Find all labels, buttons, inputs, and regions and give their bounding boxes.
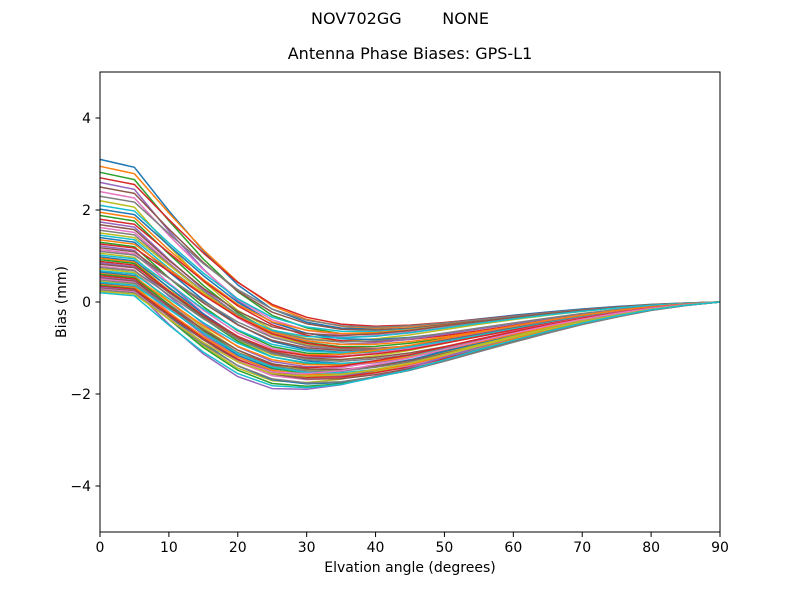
x-tick-label: 70 [573, 540, 591, 556]
series-line [99, 292, 721, 389]
x-tick-label: 80 [642, 540, 660, 556]
x-tick-label: 10 [160, 540, 178, 556]
x-tick-label: 0 [96, 540, 105, 556]
y-tick-label: −2 [70, 387, 91, 403]
x-axis-label: Elvation angle (degrees) [324, 560, 496, 576]
series-group [99, 158, 721, 391]
y-tick-label: −4 [70, 479, 91, 495]
x-tick-label: 30 [298, 540, 316, 556]
figure-suptitle: NOV702GG NONE [311, 9, 489, 28]
x-tick-label: 40 [367, 540, 385, 556]
y-axis-label: Bias (mm) [54, 265, 70, 339]
x-tick-label: 20 [229, 540, 247, 556]
y-axis: −4 −2 0 2 4 [70, 111, 100, 495]
y-tick-label: 2 [82, 203, 91, 219]
x-axis: 0 10 20 30 40 50 60 70 80 90 [96, 532, 729, 556]
x-tick-label: 50 [436, 540, 454, 556]
series-line [99, 290, 721, 378]
x-tick-label: 90 [711, 540, 729, 556]
x-tick-label: 60 [504, 540, 522, 556]
y-tick-label: 4 [82, 111, 91, 127]
y-tick-label: 0 [82, 295, 91, 311]
axes-title: Antenna Phase Biases: GPS-L1 [287, 44, 533, 63]
